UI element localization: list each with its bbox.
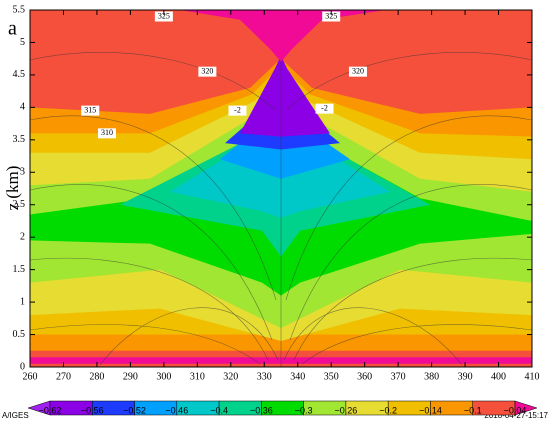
- contour-region: [180, 10, 385, 62]
- y-tick-label: 0: [20, 361, 25, 372]
- y-tick-label: 3.5: [13, 134, 26, 145]
- y-tick-label: 1: [20, 296, 25, 307]
- plot-frame: [29, 9, 533, 368]
- x-tick-label: 290: [123, 371, 138, 382]
- colorbar-label: −0.4: [210, 405, 228, 415]
- contour-label-box: [97, 128, 116, 139]
- streamline: [286, 52, 532, 111]
- contour-label: -2: [321, 103, 328, 112]
- x-tick-label: 280: [89, 371, 104, 382]
- colorbar-label: −0.04: [504, 405, 527, 415]
- streamline: [285, 115, 532, 301]
- chart-title: a: [8, 18, 17, 40]
- contour-label-box: [315, 103, 334, 114]
- colorbar-label: −0.46: [165, 405, 188, 415]
- contour-label: 315: [84, 105, 96, 114]
- x-tick-label: 330: [257, 371, 272, 382]
- colorbar-label: −0.36: [250, 405, 273, 415]
- streamline: [30, 257, 269, 361]
- streamline: [30, 184, 273, 341]
- footer-right: 2018-04-27-15:17: [484, 411, 548, 420]
- footer-left: A/IGES: [2, 411, 29, 420]
- x-tick-label: 270: [56, 371, 71, 382]
- x-tick-label: 340: [290, 371, 305, 382]
- streamlines: [30, 52, 532, 367]
- x-tick-label: 410: [525, 371, 540, 382]
- contour-label-box: [348, 66, 367, 77]
- colorbar-label: −0.14: [419, 405, 442, 415]
- contour-label: 320: [352, 66, 364, 75]
- colorbar-label: −0.2: [379, 405, 397, 415]
- contour-region: [240, 55, 330, 137]
- x-tick-label: 310: [190, 371, 205, 382]
- colorbar-label: −0.62: [39, 405, 62, 415]
- colorbar-label: −0.1: [464, 405, 482, 415]
- x-tick-label: 260: [23, 371, 38, 382]
- y-tick-label: 1.5: [13, 264, 26, 275]
- contour-label: 325: [158, 11, 170, 20]
- streamline: [99, 307, 279, 366]
- contour-label: 310: [101, 128, 113, 137]
- y-tick-label: 2.5: [13, 199, 26, 210]
- colorbar-label: −0.52: [123, 405, 146, 415]
- x-tick-label: 380: [424, 371, 439, 382]
- y-tick-label: 0.5: [13, 329, 26, 340]
- x-tick-label: 320: [223, 371, 238, 382]
- contour-label-box: [322, 11, 341, 22]
- x-tick-label: 370: [391, 371, 406, 382]
- y-tick-label: 5: [20, 37, 25, 48]
- streamline: [30, 52, 276, 111]
- x-tick-label: 400: [491, 371, 506, 382]
- streamline: [293, 257, 532, 361]
- streamline: [30, 115, 277, 301]
- contour-label-box: [228, 105, 247, 116]
- colorbar-label: −0.26: [335, 405, 358, 415]
- contour-label-box: [198, 66, 217, 77]
- colorbar-triangle: [514, 400, 538, 416]
- contour-label-box: [81, 105, 100, 116]
- y-tick-label: 3: [20, 167, 25, 178]
- y-tick-label: 4: [20, 102, 25, 113]
- contour-label: 320: [201, 66, 213, 75]
- streamline: [283, 307, 463, 366]
- y-tick-label: 4.5: [13, 69, 26, 80]
- contour-label: -2: [234, 105, 241, 114]
- x-tick-label: 350: [324, 371, 339, 382]
- streamline: [289, 184, 532, 341]
- contour-label-box: [154, 11, 173, 22]
- y-tick-label: 5.5: [13, 4, 26, 15]
- colorbar-label: −0.56: [81, 405, 104, 415]
- x-tick-label: 300: [156, 371, 171, 382]
- y-tick-label: 2: [20, 231, 25, 242]
- streamline: [301, 324, 532, 365]
- x-tick-label: 390: [458, 371, 473, 382]
- contour-label: 325: [325, 11, 337, 20]
- colorbar-label: −0.3: [295, 405, 313, 415]
- streamline: [30, 324, 261, 365]
- y-axis-label: z (km): [3, 166, 22, 211]
- x-tick-label: 360: [357, 371, 372, 382]
